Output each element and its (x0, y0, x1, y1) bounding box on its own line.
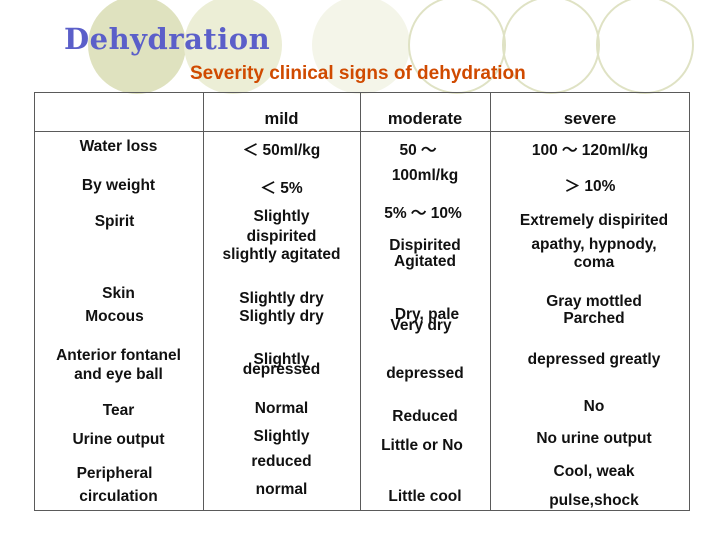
severe-spirit: coma (573, 254, 615, 271)
sign-tear: Tear (102, 402, 135, 419)
column-header-moderate: moderate (387, 110, 463, 128)
moderate-water-loss: 100ml/kg (391, 167, 459, 184)
sign-mocous: Mocous (85, 308, 144, 325)
severe-peripheral: Cool, weak (553, 463, 635, 480)
severe-by-weight: ＞ 10% (564, 178, 616, 195)
column-divider (203, 92, 204, 511)
severe-spirit: Extremely dispirited (519, 212, 669, 229)
moderate-spirit: Dispirited (389, 237, 461, 254)
column-header-mild: mild (264, 110, 299, 128)
moderate-peripheral: Little cool (388, 488, 462, 505)
severe-mocous: Parched (563, 310, 625, 327)
moderate-by-weight: 5% ～ 10% (384, 205, 462, 222)
sign-spirit: Spirit (94, 213, 135, 230)
column-divider (490, 92, 491, 511)
sign-fontanel: Anterior fontanel (56, 347, 181, 364)
mild-by-weight: ＜ 5% (260, 180, 303, 197)
severe-fontanel: depressed greatly (527, 351, 661, 368)
moderate-urine-output: Little or No (381, 437, 463, 454)
severe-tear: No (583, 398, 605, 415)
decor-circle (312, 0, 410, 94)
mild-urine-output: Slightly (253, 428, 310, 445)
mild-spirit: slightly agitated (222, 246, 341, 263)
mild-fontanel: depressed (242, 361, 321, 378)
sign-urine-output: Urine output (72, 431, 165, 448)
column-divider (360, 92, 361, 511)
moderate-fontanel: depressed (386, 365, 464, 382)
decor-circle (88, 0, 186, 94)
mild-spirit: dispirited (246, 228, 317, 245)
sign-peripheral: Peripheral (76, 465, 153, 482)
severe-urine-output: No urine output (536, 430, 652, 447)
mild-skin: Slightly dry (239, 290, 324, 307)
sign-fontanel: and eye ball (74, 366, 163, 383)
decor-circle (184, 0, 282, 94)
moderate-tear: Reduced (392, 408, 458, 425)
page-title: Dehydration (64, 22, 271, 56)
sign-by-weight: By weight (81, 177, 156, 194)
moderate-mocous: Very dry (390, 317, 452, 334)
column-header-severe: severe (563, 110, 617, 128)
header-divider (34, 131, 690, 132)
mild-water-loss: ＜ 50ml/kg (242, 142, 321, 159)
mild-fontanel: Slightly (253, 351, 310, 368)
severe-spirit: apathy, hypnody, (531, 236, 657, 253)
severe-water-loss: 100 ～ 120ml/kg (531, 142, 649, 159)
mild-mocous: Slightly dry (239, 308, 324, 325)
moderate-skin: Dry, pale (394, 306, 460, 323)
sign-skin: Skin (102, 285, 135, 302)
moderate-water-loss: 50 ～ (399, 142, 437, 159)
mild-peripheral: normal (255, 481, 308, 498)
sign-water-loss: Water loss (79, 138, 158, 155)
decor-circle (596, 0, 694, 94)
severity-table (34, 92, 690, 511)
moderate-spirit: Agitated (394, 253, 456, 270)
mild-tear: Normal (254, 400, 309, 417)
page-subtitle: Severity clinical signs of dehydration (190, 63, 526, 84)
mild-urine-output: reduced (251, 453, 312, 470)
severe-skin: Gray mottled (546, 293, 642, 310)
mild-spirit: Slightly (253, 208, 310, 225)
sign-peripheral: circulation (79, 488, 158, 505)
severe-peripheral: pulse,shock (549, 492, 639, 509)
